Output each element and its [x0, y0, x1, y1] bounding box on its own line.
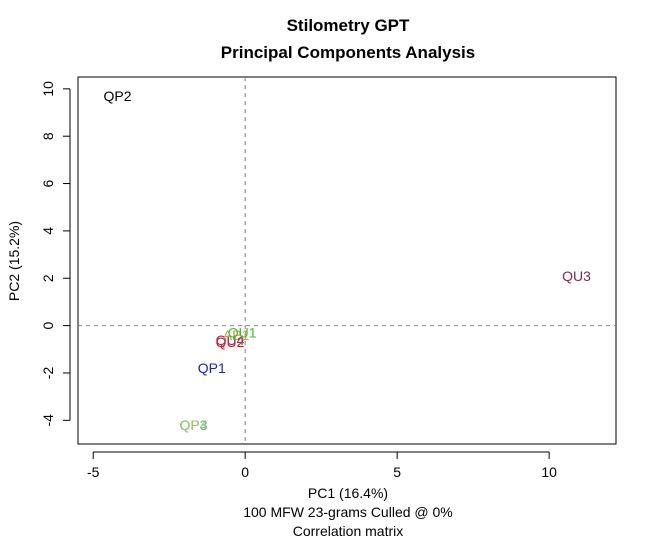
plot-frame: [77, 76, 617, 445]
y-tick-label: 4: [40, 227, 56, 235]
x-axis: -5 0 5 10: [87, 451, 557, 480]
point-label: QP2: [104, 88, 132, 104]
y-tick-label: -2: [40, 367, 56, 380]
x-axis-sublabel-2: Correlation matrix: [293, 523, 403, 539]
y-tick-label: -4: [40, 414, 56, 427]
x-tick-label: 5: [393, 464, 401, 480]
point-label: QU2: [216, 334, 245, 350]
y-tick-label: 6: [40, 179, 56, 187]
point-label: QU4: [216, 332, 245, 348]
point-label: QP1: [198, 360, 226, 376]
x-axis-label: PC1 (16.4%): [308, 485, 388, 501]
y-tick-label: 0: [40, 322, 56, 330]
point-label: QU1: [228, 325, 257, 341]
point-label: QP4: [179, 417, 207, 433]
y-tick-label: 2: [40, 274, 56, 282]
x-axis-sublabel-1: 100 MFW 23-grams Culled @ 0%: [243, 504, 453, 520]
point-label: QP3: [179, 417, 207, 433]
y-axis: -4 -2 0 2 4 6 8 10: [40, 81, 71, 427]
x-tick-label: 0: [241, 464, 249, 480]
point-label: QU3: [562, 268, 591, 284]
x-tick-label: 10: [541, 464, 557, 480]
y-tick-label: 8: [40, 132, 56, 140]
y-tick-label: 10: [40, 81, 56, 97]
reference-lines: [78, 77, 616, 444]
chart-title: Stilometry GPT: [287, 16, 410, 35]
point-label: AP1: [223, 327, 250, 343]
chart-subtitle: Principal Components Analysis: [221, 43, 475, 62]
x-tick-label: -5: [87, 464, 100, 480]
y-axis-label: PC2 (15.2%): [6, 221, 22, 301]
